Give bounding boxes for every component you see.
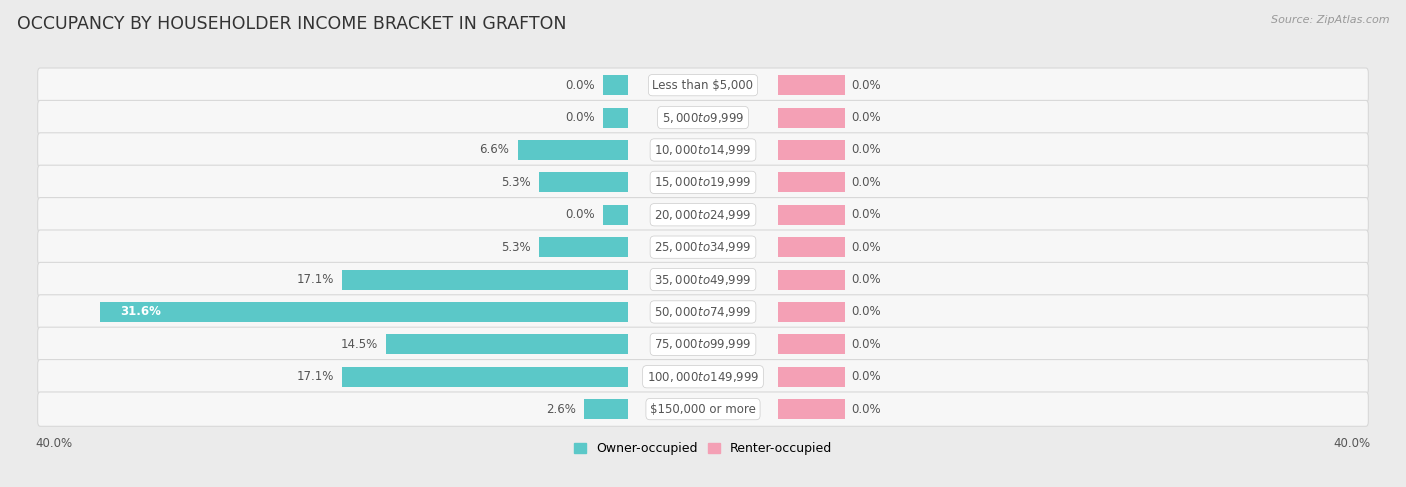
FancyBboxPatch shape bbox=[38, 359, 1368, 394]
FancyBboxPatch shape bbox=[38, 165, 1368, 200]
FancyBboxPatch shape bbox=[38, 68, 1368, 102]
FancyBboxPatch shape bbox=[38, 295, 1368, 329]
Bar bbox=[778, 75, 845, 95]
Bar bbox=[385, 334, 628, 355]
Text: 17.1%: 17.1% bbox=[297, 273, 335, 286]
Text: $25,000 to $34,999: $25,000 to $34,999 bbox=[654, 240, 752, 254]
Text: Less than $5,000: Less than $5,000 bbox=[652, 79, 754, 92]
Text: 0.0%: 0.0% bbox=[852, 273, 882, 286]
Text: 14.5%: 14.5% bbox=[340, 338, 377, 351]
Bar bbox=[603, 75, 628, 95]
Text: $150,000 or more: $150,000 or more bbox=[650, 403, 756, 415]
Text: 0.0%: 0.0% bbox=[852, 370, 882, 383]
FancyBboxPatch shape bbox=[38, 133, 1368, 167]
Bar bbox=[778, 269, 845, 290]
Bar bbox=[778, 108, 845, 128]
Bar bbox=[778, 334, 845, 355]
Text: 17.1%: 17.1% bbox=[297, 370, 335, 383]
Bar bbox=[603, 205, 628, 225]
Text: Source: ZipAtlas.com: Source: ZipAtlas.com bbox=[1271, 15, 1389, 25]
Text: 0.0%: 0.0% bbox=[852, 241, 882, 254]
Bar bbox=[778, 205, 845, 225]
Text: $20,000 to $24,999: $20,000 to $24,999 bbox=[654, 208, 752, 222]
Bar bbox=[778, 399, 845, 419]
Bar bbox=[342, 367, 628, 387]
Text: 0.0%: 0.0% bbox=[565, 111, 595, 124]
Text: 0.0%: 0.0% bbox=[852, 208, 882, 221]
FancyBboxPatch shape bbox=[38, 198, 1368, 232]
Text: 5.3%: 5.3% bbox=[502, 176, 531, 189]
Bar bbox=[778, 140, 845, 160]
Text: $5,000 to $9,999: $5,000 to $9,999 bbox=[662, 111, 744, 125]
Text: OCCUPANCY BY HOUSEHOLDER INCOME BRACKET IN GRAFTON: OCCUPANCY BY HOUSEHOLDER INCOME BRACKET … bbox=[17, 15, 567, 33]
Text: 0.0%: 0.0% bbox=[852, 111, 882, 124]
Text: $50,000 to $74,999: $50,000 to $74,999 bbox=[654, 305, 752, 319]
Bar bbox=[603, 108, 628, 128]
Text: 31.6%: 31.6% bbox=[121, 305, 162, 318]
Bar bbox=[778, 367, 845, 387]
Legend: Owner-occupied, Renter-occupied: Owner-occupied, Renter-occupied bbox=[574, 442, 832, 455]
Text: 0.0%: 0.0% bbox=[852, 79, 882, 92]
Text: $75,000 to $99,999: $75,000 to $99,999 bbox=[654, 337, 752, 351]
Text: 0.0%: 0.0% bbox=[852, 403, 882, 415]
Bar bbox=[778, 172, 845, 192]
Text: $35,000 to $49,999: $35,000 to $49,999 bbox=[654, 273, 752, 286]
Bar bbox=[100, 302, 628, 322]
Bar bbox=[778, 302, 845, 322]
Text: 40.0%: 40.0% bbox=[35, 437, 72, 450]
Text: 0.0%: 0.0% bbox=[565, 208, 595, 221]
Text: 0.0%: 0.0% bbox=[852, 144, 882, 156]
FancyBboxPatch shape bbox=[38, 230, 1368, 264]
Bar bbox=[540, 237, 628, 257]
Text: 0.0%: 0.0% bbox=[565, 79, 595, 92]
Bar bbox=[540, 172, 628, 192]
Bar bbox=[778, 237, 845, 257]
Text: 6.6%: 6.6% bbox=[479, 144, 509, 156]
FancyBboxPatch shape bbox=[38, 327, 1368, 361]
FancyBboxPatch shape bbox=[38, 262, 1368, 297]
Bar bbox=[517, 140, 628, 160]
FancyBboxPatch shape bbox=[38, 100, 1368, 135]
Text: $10,000 to $14,999: $10,000 to $14,999 bbox=[654, 143, 752, 157]
Text: 0.0%: 0.0% bbox=[852, 176, 882, 189]
Text: $15,000 to $19,999: $15,000 to $19,999 bbox=[654, 175, 752, 189]
Text: 5.3%: 5.3% bbox=[502, 241, 531, 254]
Bar bbox=[585, 399, 628, 419]
Text: 0.0%: 0.0% bbox=[852, 305, 882, 318]
FancyBboxPatch shape bbox=[38, 392, 1368, 426]
Bar bbox=[342, 269, 628, 290]
Text: 0.0%: 0.0% bbox=[852, 338, 882, 351]
Text: 2.6%: 2.6% bbox=[547, 403, 576, 415]
Text: 40.0%: 40.0% bbox=[1334, 437, 1371, 450]
Text: $100,000 to $149,999: $100,000 to $149,999 bbox=[647, 370, 759, 384]
